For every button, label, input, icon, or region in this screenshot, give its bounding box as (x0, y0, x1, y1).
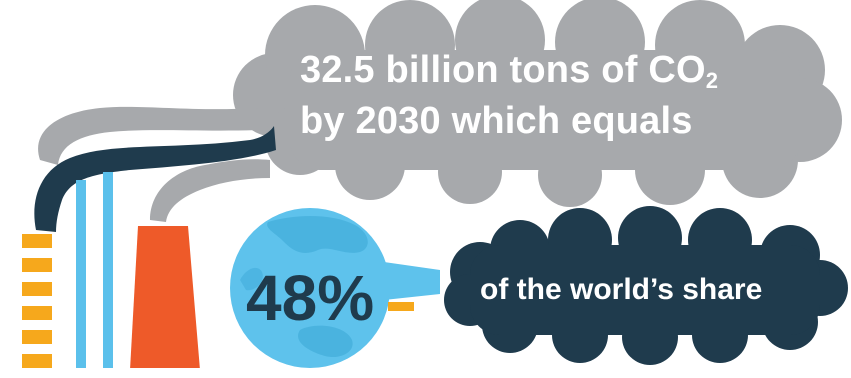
co2-headline: 32.5 billion tons of CO2 by 2030 which e… (300, 45, 800, 147)
percent-value: 48% (246, 262, 375, 334)
co2-subscript: 2 (705, 68, 719, 93)
globe-icon (230, 208, 390, 368)
speech-cloud-icon (444, 206, 848, 365)
headline-line-1-text: 32.5 billion tons of CO (300, 49, 706, 91)
gray-cloud-icon (233, 0, 842, 207)
headline-line-2: by 2030 which equals (300, 100, 693, 142)
smoke-trails-icon (34, 106, 276, 232)
connector-icon (384, 262, 440, 311)
share-caption: of the world’s share (480, 273, 763, 306)
factory-icon (0, 172, 220, 372)
headline-line-1: 32.5 billion tons of CO2 (300, 45, 800, 96)
